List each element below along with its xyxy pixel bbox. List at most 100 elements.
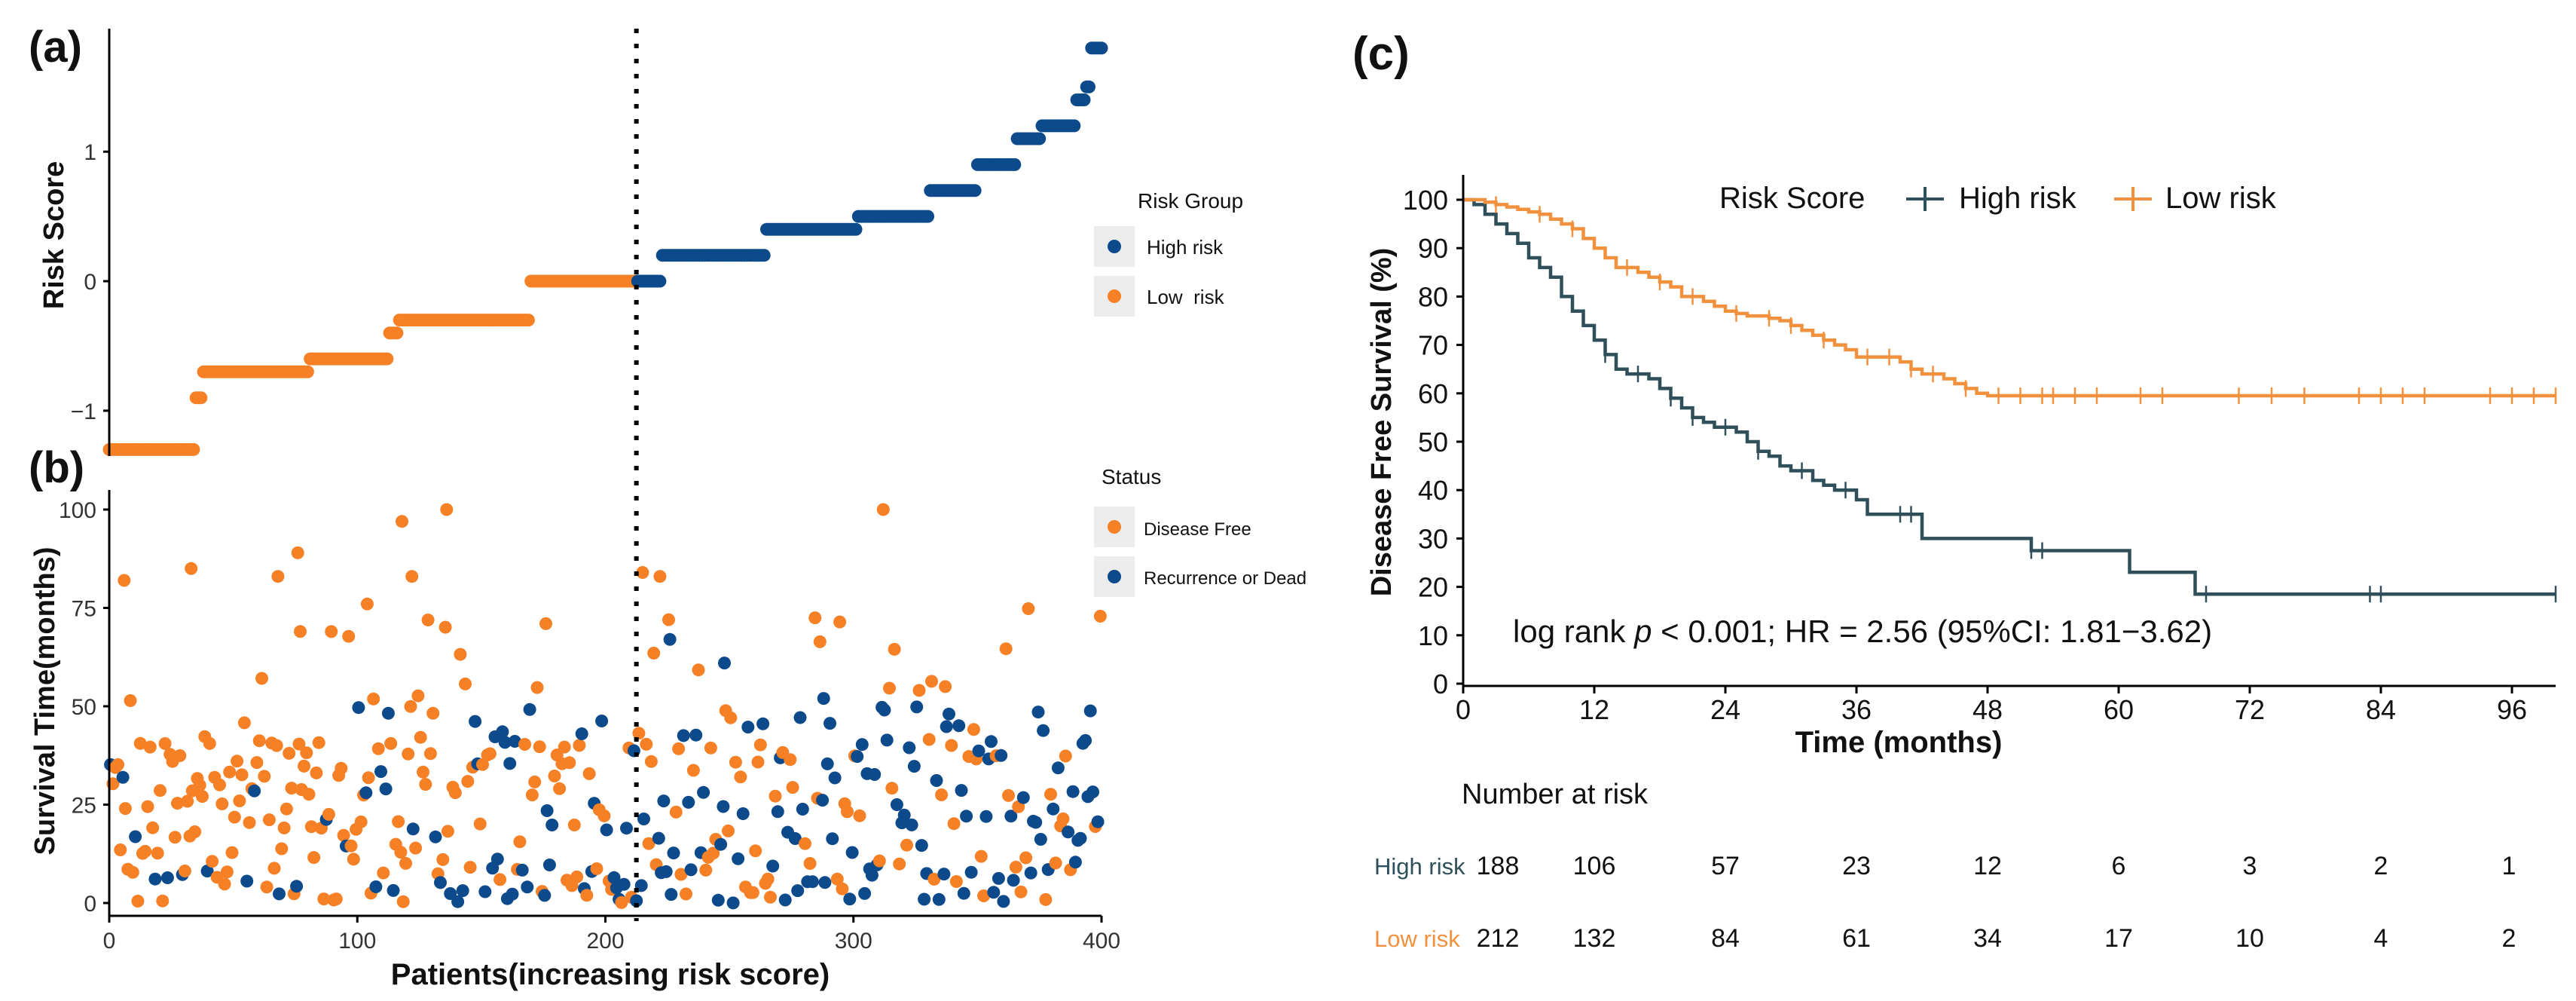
survival-point	[912, 684, 926, 697]
survival-point	[726, 896, 740, 910]
survival-point	[114, 843, 127, 856]
survival-point	[805, 875, 819, 889]
survival-point	[820, 757, 834, 770]
survival-point	[118, 802, 132, 816]
survival-point	[620, 822, 633, 835]
survival-point	[662, 613, 675, 626]
survival-point	[402, 747, 415, 761]
survival-point	[421, 614, 435, 626]
survival-point	[540, 804, 554, 817]
survival-point	[632, 727, 646, 740]
survival-point	[826, 832, 839, 846]
survival-point	[967, 723, 980, 736]
survival-point	[964, 865, 978, 879]
survival-point	[283, 746, 296, 760]
survival-point	[746, 886, 759, 899]
y-tick-label: −1	[71, 399, 96, 424]
panel-b-y-axis-label: Survival Time(months)	[29, 547, 61, 856]
survival-point	[1022, 602, 1035, 615]
risk-table-cell: 10	[2235, 924, 2264, 953]
survival-point	[771, 805, 784, 819]
risk-table-cell: 12	[1973, 852, 2002, 880]
survival-point	[607, 871, 621, 884]
survival-point	[173, 749, 187, 762]
survival-point	[1091, 815, 1105, 828]
survival-point	[1062, 825, 1075, 839]
survival-point	[360, 597, 374, 611]
survival-point	[521, 880, 534, 894]
risk-score-point	[301, 365, 314, 378]
survival-point	[689, 728, 703, 742]
survival-point	[379, 782, 393, 796]
survival-point	[808, 611, 822, 625]
survival-point	[718, 657, 731, 670]
survival-point	[1031, 706, 1045, 719]
survival-point	[228, 810, 241, 824]
y-tick-label: 10	[1418, 620, 1448, 651]
survival-point	[855, 738, 869, 752]
survival-point	[796, 803, 809, 816]
legend-label-disease-free: Disease Free	[1144, 519, 1251, 540]
survival-point	[652, 831, 665, 845]
panel-a-legend-title: Risk Group	[1138, 189, 1243, 213]
legend-label-high-risk: High risk	[1147, 236, 1224, 259]
survival-point	[816, 794, 830, 807]
survival-point	[910, 700, 924, 714]
survival-point	[304, 820, 318, 834]
survival-point	[791, 884, 805, 898]
survival-point	[615, 895, 628, 909]
survival-point	[570, 870, 584, 883]
legend-marker-recurrence	[1108, 570, 1121, 583]
survival-point	[677, 729, 690, 742]
legend-key-high-risk-line	[1906, 187, 1944, 211]
y-tick-label: 50	[1418, 427, 1448, 458]
survival-point	[637, 813, 650, 825]
survival-point	[185, 562, 198, 575]
x-tick-label: 12	[1579, 694, 1609, 725]
survival-point	[448, 786, 462, 800]
survival-point	[684, 863, 698, 877]
survival-point	[888, 642, 901, 656]
survival-point	[642, 837, 655, 850]
survival-point	[285, 782, 298, 795]
x-tick-label: 300	[835, 929, 872, 954]
risk-table-cell: 6	[2112, 852, 2126, 880]
survival-point	[139, 844, 152, 858]
survival-point	[927, 872, 941, 886]
survival-point	[441, 825, 454, 838]
survival-point	[893, 857, 906, 871]
survival-point	[575, 727, 588, 740]
survival-point	[503, 757, 517, 770]
y-tick-label: 100	[1403, 185, 1448, 216]
survival-point	[291, 546, 304, 559]
survival-point	[1086, 785, 1099, 799]
survival-point	[267, 862, 281, 875]
survival-point	[126, 865, 139, 879]
survival-point	[158, 737, 172, 750]
survival-point	[915, 839, 928, 853]
survival-point	[977, 889, 991, 902]
panel-c-legend: Risk Score High risk Low risk	[1719, 182, 2277, 215]
survival-point	[298, 759, 310, 773]
survival-point	[974, 849, 988, 863]
survival-point	[630, 894, 643, 908]
x-tick-label: 0	[103, 929, 116, 954]
survival-point	[225, 846, 239, 859]
y-tick-label: 80	[1418, 281, 1448, 312]
survival-point	[178, 865, 191, 877]
survival-point	[317, 892, 331, 906]
survival-point	[722, 824, 735, 837]
legend-marker-high-risk	[1108, 240, 1121, 253]
survival-point	[841, 805, 854, 819]
survival-point	[196, 790, 209, 804]
survival-point	[444, 887, 457, 900]
risk-table-cell: 2	[2502, 924, 2516, 953]
survival-point	[1002, 788, 1015, 802]
risk-table-cell: 34	[1973, 924, 2002, 953]
panel-b-x-axis-label: Patients(increasing risk score)	[391, 958, 830, 991]
survival-point	[1083, 704, 1097, 718]
survival-point	[367, 692, 380, 706]
panel-a-legend: Risk Group High risk Low risk	[1094, 189, 1243, 317]
survival-point	[312, 736, 325, 749]
survival-point	[533, 740, 546, 754]
